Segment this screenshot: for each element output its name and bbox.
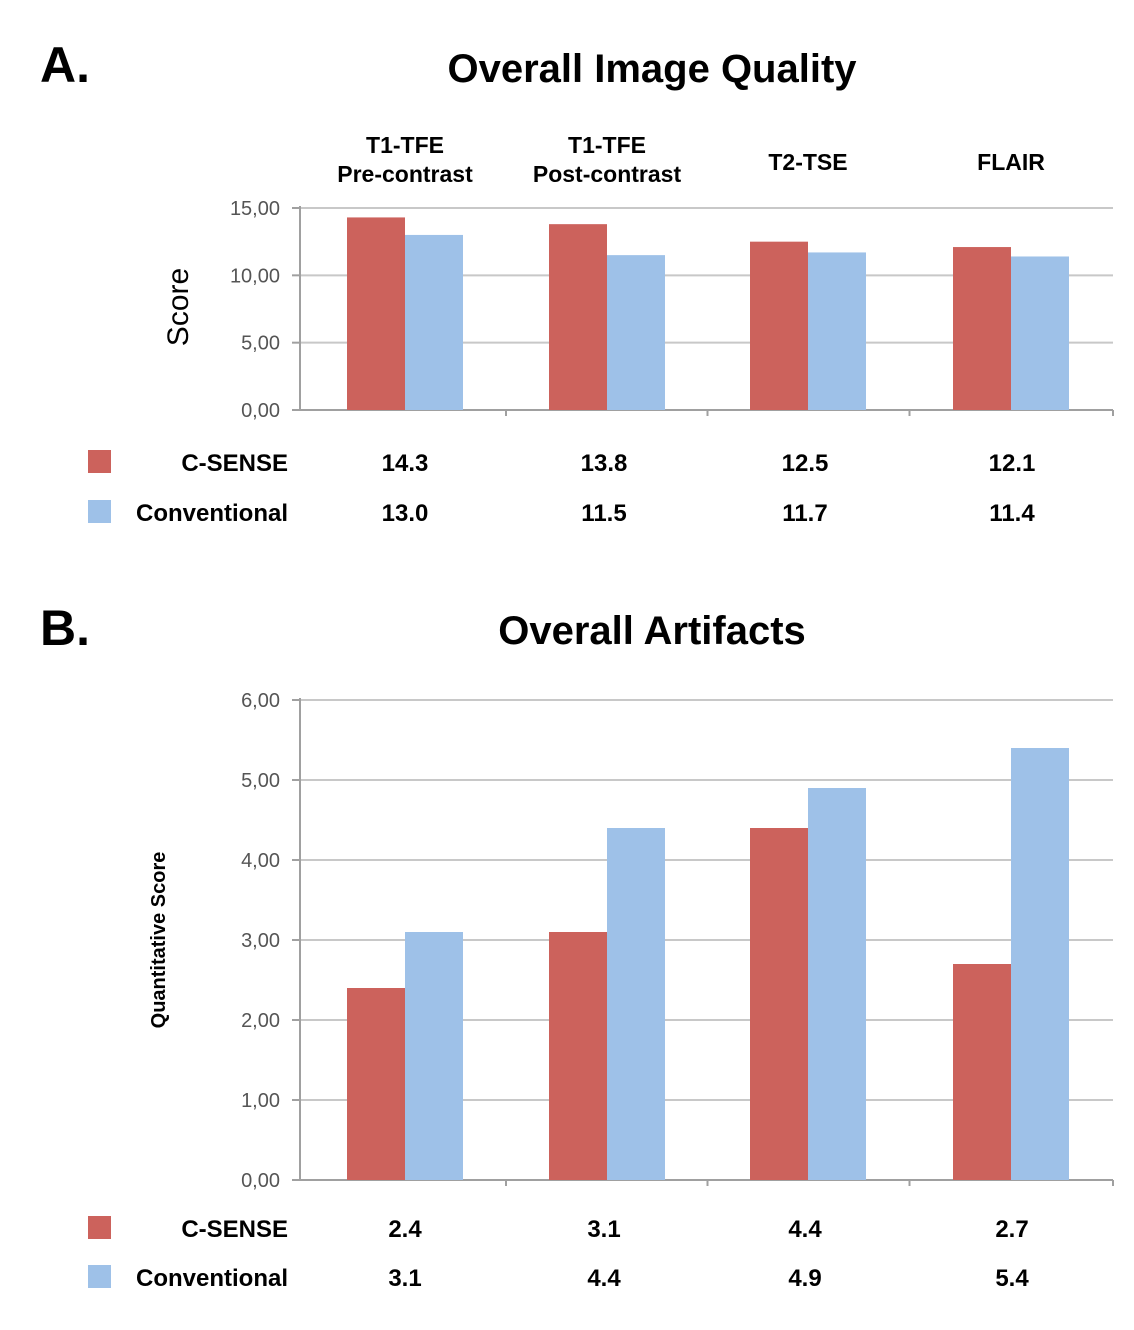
category-label: T1-TFE Post-contrast (533, 132, 682, 187)
y-tick-label: 10,00 (230, 265, 280, 287)
y-tick-label: 4,00 (241, 850, 280, 872)
bar-c-sense (953, 964, 1011, 1180)
data-label: 3.1 (388, 1265, 421, 1292)
category-label-line: FLAIR (977, 149, 1045, 175)
chart-artifacts: B. Overall Artifacts 0,00 1,00 2,00 3,00 4,00 5… (40, 600, 1114, 1292)
data-label: 4.4 (788, 1216, 822, 1243)
bar-conventional (808, 252, 866, 410)
data-label: 4.4 (587, 1265, 621, 1292)
bar-c-sense (549, 224, 607, 410)
data-label: 5.4 (995, 1265, 1029, 1292)
panel-label: A. (40, 37, 90, 93)
panel-label: B. (40, 600, 90, 656)
legend-label: C-SENSE (181, 450, 288, 477)
bar-conventional (405, 932, 463, 1180)
chart-title: Overall Image Quality (447, 47, 857, 91)
data-label: 14.3 (382, 450, 429, 477)
bar-conventional (808, 788, 866, 1180)
legend-label: C-SENSE (181, 1216, 288, 1243)
y-tick-label: 3,00 (241, 930, 280, 952)
data-label: 13.8 (581, 450, 628, 477)
bar-conventional (607, 828, 665, 1180)
bar-conventional (607, 255, 665, 410)
chart-title: Overall Artifacts (498, 609, 806, 653)
bar-c-sense (750, 241, 808, 410)
bar-c-sense (750, 828, 808, 1180)
y-axis-label: Score (162, 268, 195, 346)
legend-swatch (88, 1216, 111, 1239)
data-label: 11.5 (581, 500, 626, 527)
data-label: 3.1 (587, 1216, 620, 1243)
legend-label: Conventional (136, 500, 288, 527)
y-tick-label: 2,00 (241, 1010, 280, 1032)
y-tick-label: 5,00 (241, 333, 280, 355)
bar-c-sense (347, 217, 405, 410)
legend-label: Conventional (136, 1265, 288, 1292)
category-label-line: T2-TSE (768, 149, 847, 175)
data-label: 4.9 (788, 1265, 821, 1292)
chart-image-quality: A. Overall Image Quality 0,00 5,00 10,00 15,0… (40, 37, 1114, 527)
bar-conventional (405, 234, 463, 410)
category-label-line: T1-TFE (568, 132, 646, 158)
bar-conventional (1011, 748, 1069, 1180)
data-label: 12.5 (782, 450, 829, 477)
legend-swatch (88, 450, 111, 473)
category-label-line: T1-TFE (366, 132, 444, 158)
category-label: T1-TFE Pre-contrast (337, 132, 473, 187)
bar-c-sense (347, 988, 405, 1180)
data-label: 11.4 (989, 500, 1035, 527)
legend-swatch (88, 500, 111, 523)
bar-conventional (1011, 256, 1069, 410)
data-label: 12.1 (989, 450, 1036, 477)
data-label: 11.7 (782, 500, 827, 527)
y-tick-label: 0,00 (241, 1170, 280, 1192)
data-label: 2.7 (995, 1216, 1028, 1243)
y-axis-label: Quantitative Score (148, 852, 170, 1029)
category-label: FLAIR (977, 149, 1045, 175)
y-tick-label: 1,00 (241, 1090, 280, 1112)
legend-swatch (88, 1265, 111, 1288)
bar-c-sense (953, 247, 1011, 410)
category-label: T2-TSE (768, 149, 847, 175)
data-label: 2.4 (388, 1216, 422, 1243)
y-tick-label: 15,00 (230, 198, 280, 220)
bar-c-sense (549, 932, 607, 1180)
data-label: 13.0 (382, 500, 429, 527)
y-tick-label: 0,00 (241, 400, 280, 422)
y-tick-label: 5,00 (241, 770, 280, 792)
category-label-line: Post-contrast (533, 161, 682, 187)
y-tick-label: 6,00 (241, 690, 280, 712)
category-label-line: Pre-contrast (337, 161, 473, 187)
